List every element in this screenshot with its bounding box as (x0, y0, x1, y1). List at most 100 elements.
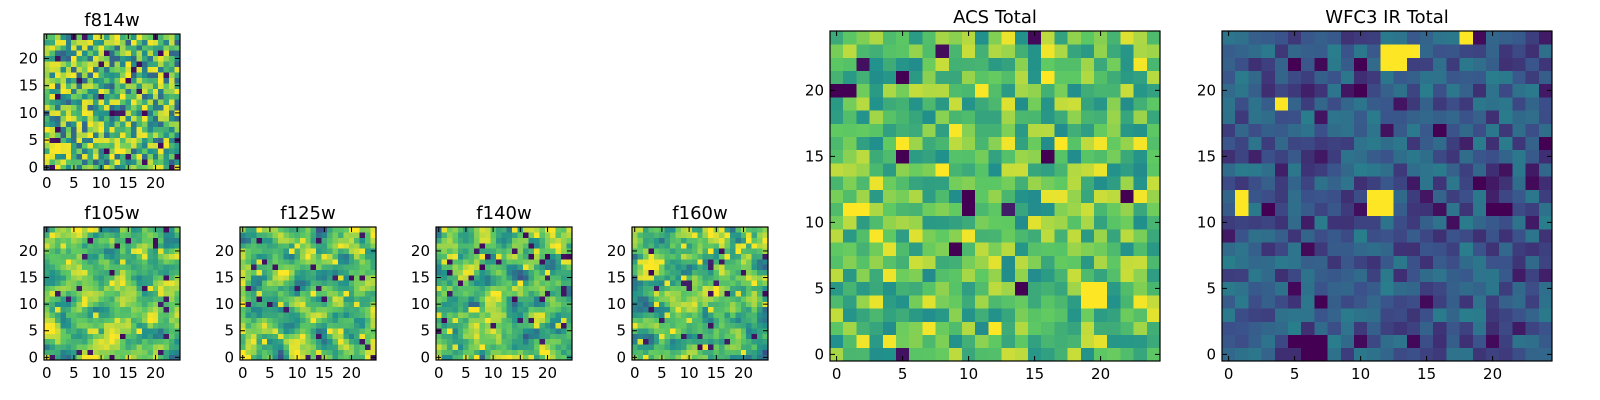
heatmap-cell (76, 242, 83, 249)
heatmap-cell (158, 312, 165, 318)
heatmap-cell (60, 322, 67, 329)
heatmap-cell (98, 159, 105, 165)
heatmap-cell (637, 328, 644, 334)
heatmap-cell (495, 296, 502, 302)
heatmap-cell (1340, 57, 1355, 71)
heatmap-cell (1222, 70, 1236, 85)
heatmap-cell (751, 354, 758, 361)
heatmap-cell (348, 296, 355, 302)
heatmap-cell (457, 317, 464, 324)
heatmap-cell (158, 285, 165, 292)
heatmap-cell (962, 281, 976, 296)
heatmap-cell (283, 354, 290, 361)
heatmap-cell (327, 242, 333, 249)
heatmap-cell (1301, 202, 1315, 217)
heatmap-cell (869, 31, 884, 45)
heatmap-cell (856, 308, 870, 322)
heatmap-cell (131, 93, 137, 100)
heatmap-cell (757, 269, 763, 276)
heatmap-cell (935, 110, 950, 124)
heatmap-cell (719, 333, 725, 340)
heatmap-cell (310, 333, 317, 340)
heatmap-cell (49, 269, 56, 276)
heatmap-cell (109, 44, 116, 51)
heatmap-cell (103, 34, 110, 40)
heatmap-cell (1459, 97, 1474, 111)
heatmap-cell (528, 354, 535, 361)
heatmap-cell (354, 269, 361, 276)
x-tick-label: 5 (898, 365, 908, 383)
heatmap-cell (1288, 57, 1302, 71)
heatmap-cell (365, 296, 371, 302)
heatmap-cell (348, 306, 355, 313)
heatmap-cell (1512, 189, 1526, 203)
heatmap-cell (474, 253, 480, 260)
heatmap-cell (82, 164, 88, 171)
heatmap-cell (152, 104, 159, 111)
heatmap-cell (131, 137, 137, 144)
heatmap-cell (1420, 334, 1434, 349)
heatmap-cell (729, 306, 736, 313)
heatmap-cell (65, 349, 72, 356)
heatmap-cell (278, 328, 284, 334)
heatmap-cell (283, 227, 290, 233)
heatmap-cell (882, 83, 897, 98)
heatmap-cell (98, 50, 105, 57)
heatmap-cell (962, 163, 976, 177)
heatmap-cell (544, 280, 551, 286)
heatmap-cell (1420, 189, 1434, 203)
heatmap-cell (495, 227, 502, 233)
heatmap-cell (702, 317, 709, 324)
x-tick-label: 15 (511, 364, 530, 382)
heatmap-cell (92, 159, 99, 165)
heatmap-cell (675, 349, 682, 356)
heatmap-cell (152, 290, 159, 297)
heatmap-cell (1446, 57, 1460, 71)
heatmap-cell (988, 347, 1002, 362)
heatmap-cell (975, 31, 989, 45)
heatmap-cell (708, 338, 714, 345)
heatmap-cell (1367, 334, 1381, 349)
heatmap-cell (283, 338, 290, 345)
heatmap-cell (724, 344, 731, 350)
heatmap-cell (757, 338, 763, 345)
y-tick-label: 0 (224, 348, 234, 366)
heatmap-cell (896, 163, 910, 177)
heatmap-cell (735, 248, 742, 254)
heatmap-cell (332, 301, 339, 308)
heatmap-cell (713, 306, 720, 313)
heatmap-cell (1028, 189, 1042, 203)
heatmap-cell (174, 237, 181, 244)
heatmap-cell (272, 349, 279, 356)
heatmap-cell (65, 50, 72, 57)
heatmap-cell (163, 164, 170, 171)
heatmap-cell (365, 312, 371, 318)
heatmap-cell (267, 306, 274, 313)
heatmap-cell (935, 308, 950, 322)
heatmap-cell (1301, 44, 1315, 58)
heatmap-cell (87, 39, 94, 46)
heatmap-cell (76, 142, 83, 149)
heatmap-cell (1354, 281, 1368, 296)
heatmap-cell (441, 301, 448, 308)
heatmap-cell (757, 242, 763, 249)
heatmap-cell (501, 306, 508, 313)
heatmap-cell (44, 312, 50, 318)
heatmap-cell (337, 322, 344, 329)
heatmap-cell (561, 322, 567, 329)
heatmap-cell (452, 242, 459, 249)
heatmap-cell (245, 242, 252, 249)
heatmap-cell (1314, 268, 1328, 283)
heatmap-cell (517, 253, 524, 260)
heatmap-cell (60, 317, 67, 324)
heatmap-cell (490, 237, 497, 244)
heatmap-cell (1406, 268, 1421, 283)
heatmap-cell (283, 280, 290, 286)
heatmap-cell (882, 44, 897, 58)
heatmap-cell (152, 72, 159, 78)
heatmap-cell (163, 131, 170, 138)
heatmap-cell (1538, 268, 1553, 283)
heatmap-cell (561, 306, 567, 313)
heatmap-cell (740, 253, 747, 260)
heatmap-cell (1354, 136, 1368, 151)
